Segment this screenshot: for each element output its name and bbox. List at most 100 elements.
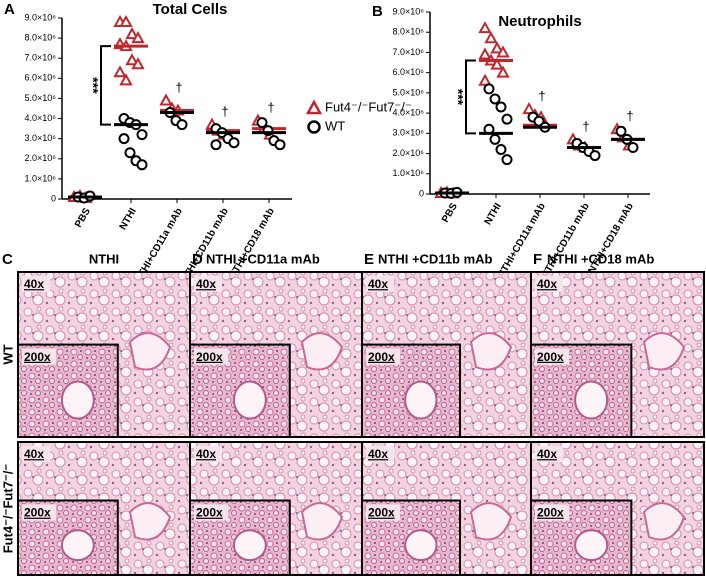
data-point — [490, 41, 504, 54]
inset-airway — [232, 380, 267, 420]
y-tick-label: 1.0×10⁶ — [25, 173, 57, 183]
data-point — [627, 141, 639, 153]
mag-box — [22, 348, 56, 365]
dagger: † — [582, 119, 589, 134]
panel-letter: C — [2, 251, 13, 268]
dagger: † — [626, 109, 633, 124]
tissue-vessel — [469, 332, 513, 371]
y-tick-label: 5.0×10⁶ — [25, 93, 57, 103]
column-title: NTHI +CD11b mAb — [378, 251, 493, 266]
y-tick-label: 8.0×10⁶ — [393, 27, 425, 37]
magnification-label: 200x — [24, 350, 51, 364]
y-tick-label: 1.0×10⁶ — [393, 168, 425, 178]
data-point — [495, 144, 507, 156]
data-point — [274, 139, 286, 151]
y-tick-label: 3.0×10⁶ — [393, 128, 425, 138]
inset-airway — [60, 529, 95, 562]
magnification-label: 40x — [368, 277, 388, 291]
mag-box — [194, 504, 228, 521]
panel-letter: F — [533, 251, 542, 268]
dagger: † — [175, 80, 182, 95]
magnification-label: 40x — [537, 447, 557, 461]
mag-box — [535, 276, 563, 292]
data-point — [119, 14, 133, 28]
x-tick-label: PBS — [73, 206, 93, 230]
y-tick-label: 4.0×10⁶ — [393, 107, 425, 117]
panel-letter: B — [372, 3, 383, 20]
dagger: † — [538, 89, 545, 104]
data-point — [501, 113, 513, 125]
magnification-label: 200x — [196, 350, 223, 364]
data-point — [113, 65, 127, 78]
inset-airway — [574, 529, 609, 562]
y-tick-label: 7.0×10⁶ — [393, 47, 425, 57]
tissue-vessel — [642, 502, 686, 541]
data-point — [210, 139, 222, 151]
magnification-label: 200x — [537, 350, 564, 364]
magnification-label: 200x — [537, 506, 564, 520]
mag-box — [22, 504, 56, 521]
mag-box — [366, 348, 400, 365]
significance-label: *** — [85, 77, 101, 94]
legend-marker — [305, 99, 323, 115]
data-point — [125, 53, 139, 66]
magnification-label: 200x — [24, 506, 51, 520]
data-point — [256, 117, 268, 129]
tissue-vessel — [469, 502, 513, 541]
y-tick-label: 0 — [51, 193, 56, 203]
data-point — [489, 133, 501, 145]
data-point — [124, 147, 136, 159]
mag-box — [22, 446, 50, 462]
data-point — [490, 57, 504, 70]
row-label: WT — [0, 344, 15, 364]
panel-letter: A — [4, 1, 15, 18]
mag-box — [366, 504, 400, 521]
tissue-vessel — [300, 502, 344, 541]
data-point — [496, 65, 510, 78]
column-title: NTHI +CD18 mAb — [547, 251, 654, 266]
inset-airway — [404, 529, 438, 562]
y-tick-label: 5.0×10⁶ — [393, 87, 425, 97]
data-point — [589, 150, 601, 162]
magnification-label: 40x — [196, 447, 216, 461]
magnification-label: 40x — [196, 277, 216, 291]
legend-label: Fut4⁻/⁻Fut7⁻/⁻ — [325, 99, 412, 114]
mag-box — [366, 446, 394, 462]
mag-box — [22, 276, 50, 292]
data-point — [478, 21, 492, 34]
significance-label: *** — [450, 89, 466, 106]
data-point — [478, 47, 492, 60]
data-point — [131, 31, 145, 44]
dagger: † — [267, 100, 274, 115]
y-tick-label: 4.0×10⁶ — [25, 113, 57, 123]
data-point — [228, 137, 240, 149]
x-tick-label: NTHI — [118, 206, 139, 232]
y-tick-label: 7.0×10⁶ — [25, 53, 57, 63]
data-point — [176, 119, 188, 131]
column-title: NTHI +CD11a mAb — [206, 251, 320, 266]
magnification-label: 200x — [368, 350, 395, 364]
data-point — [478, 73, 492, 86]
dagger: † — [221, 104, 228, 119]
data-point — [615, 125, 627, 137]
chart-title: Total Cells — [153, 1, 228, 18]
mag-box — [535, 446, 563, 462]
magnification-label: 200x — [368, 506, 395, 520]
data-point — [496, 45, 510, 58]
data-point — [159, 93, 173, 106]
magnification-label: 40x — [537, 277, 557, 291]
data-point — [136, 159, 148, 171]
panel-letter: D — [192, 251, 203, 268]
row-label: Fut4⁻/⁻Fut7⁻/⁻ — [0, 464, 15, 554]
data-point — [118, 133, 130, 145]
x-tick-label: NTHI — [483, 201, 504, 227]
x-tick-label: NTHI+CD11b mAb — [540, 201, 592, 280]
data-point — [495, 101, 507, 113]
significance-bracket — [100, 45, 111, 126]
column-title: NTHI — [89, 251, 119, 266]
inset-airway — [60, 380, 95, 420]
y-tick-label: 2.0×10⁶ — [393, 148, 425, 158]
magnification-label: 40x — [24, 447, 44, 461]
data-point — [136, 129, 148, 141]
